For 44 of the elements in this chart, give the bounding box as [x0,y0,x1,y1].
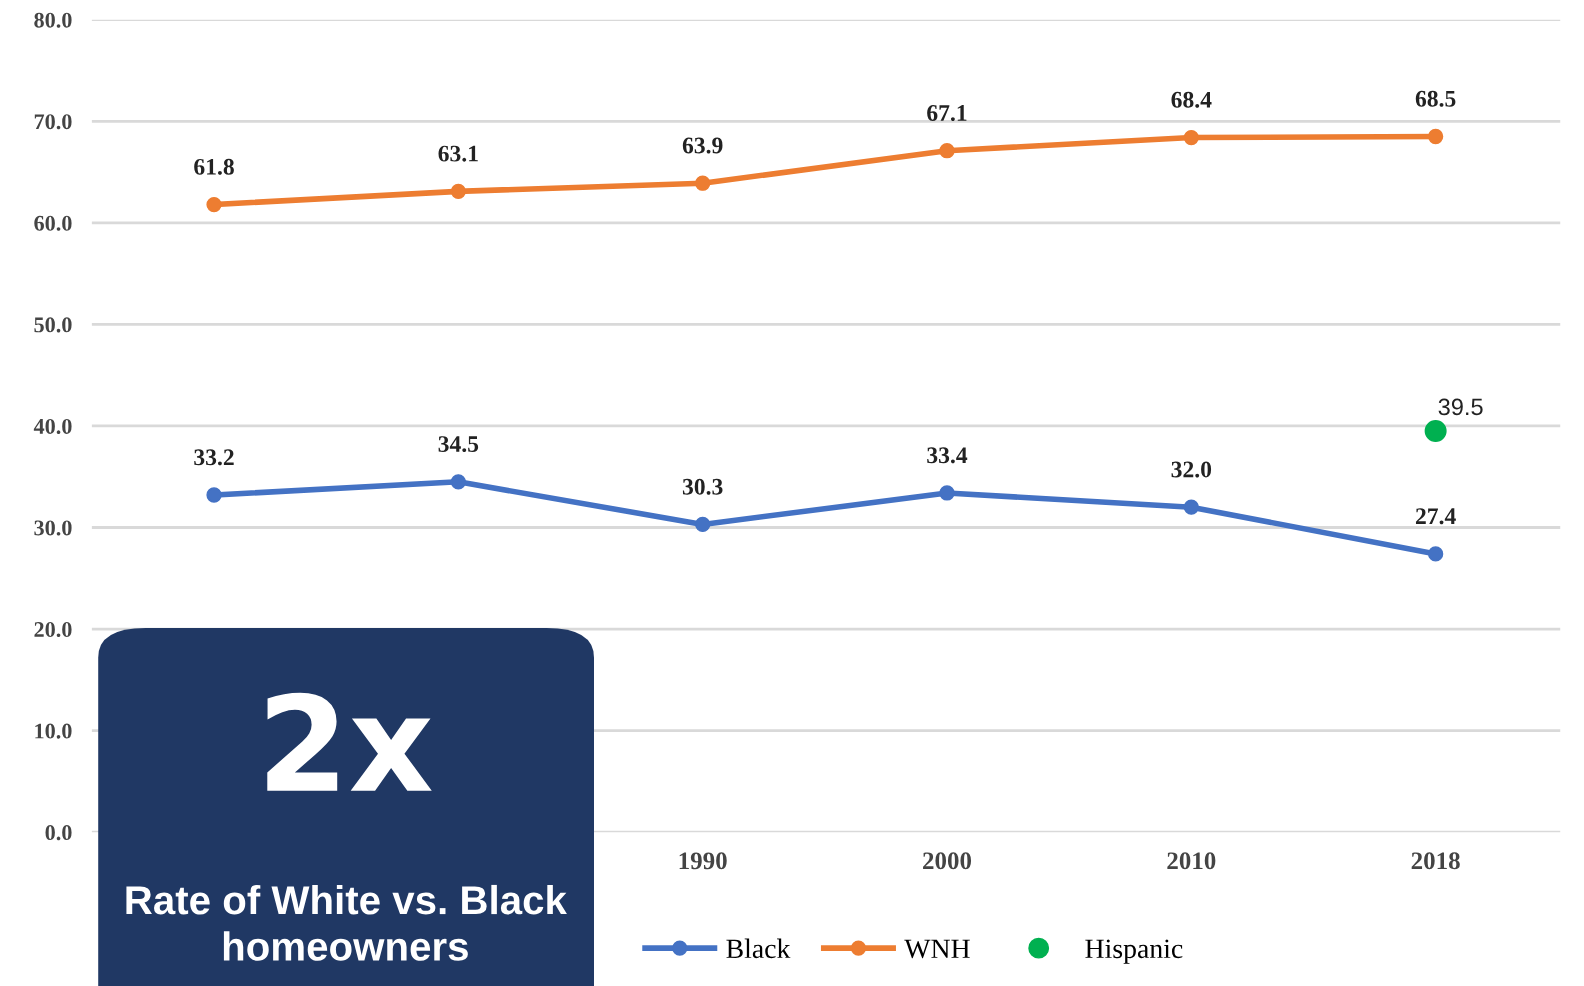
y-tick-label: 40.0 [33,418,72,434]
legend-label: Hispanic [1085,939,1183,964]
point [1427,128,1444,145]
point [206,487,222,503]
data-label: 32.0 [1171,461,1212,478]
point [1424,420,1447,443]
data-label: 34.5 [438,436,479,453]
point [450,474,466,490]
annotation: 2x [267,692,432,791]
data-label: 33.2 [194,449,234,466]
y-tick-label: 50.0 [34,317,72,333]
point [939,143,955,159]
y-tick-label: 70.0 [34,114,72,130]
data-label: 61.8 [194,158,234,175]
point [1183,499,1199,515]
y-tick-label: 60.0 [34,215,72,231]
data-label: 63.9 [682,137,723,154]
y-tick-label: 10.0 [35,723,72,739]
y-tick-label: 30.0 [34,520,72,536]
point [1427,546,1444,562]
data-label: 30.3 [682,478,723,495]
x-tick-label: 2000 [923,852,972,870]
data-label: 63.1 [438,145,478,162]
data-label: 68.5 [1415,90,1456,107]
data-label: 67.1 [927,105,967,122]
y-tick-label: 80.0 [34,12,72,28]
x-tick-label: 1990 [679,852,727,870]
x-tick-label: 2010 [1167,852,1216,870]
x-tick-label: 2018 [1411,852,1460,870]
y-tick-label: 20.0 [34,622,72,638]
legend-label: Black [726,938,791,959]
legend-label: WNH [904,939,970,959]
point [695,516,711,533]
data-label: 27.4 [1415,508,1456,525]
point [206,196,222,213]
text: Rate of White vs. Black homeowners [126,884,567,961]
y-tick-label: 0.0 [45,825,72,841]
point [695,175,711,191]
point [939,485,955,501]
point [450,183,466,199]
data-label: 39.5 [1438,398,1483,416]
data-label: 33.4 [927,447,968,464]
data-label: 68.4 [1171,91,1212,108]
point [1183,129,1199,146]
